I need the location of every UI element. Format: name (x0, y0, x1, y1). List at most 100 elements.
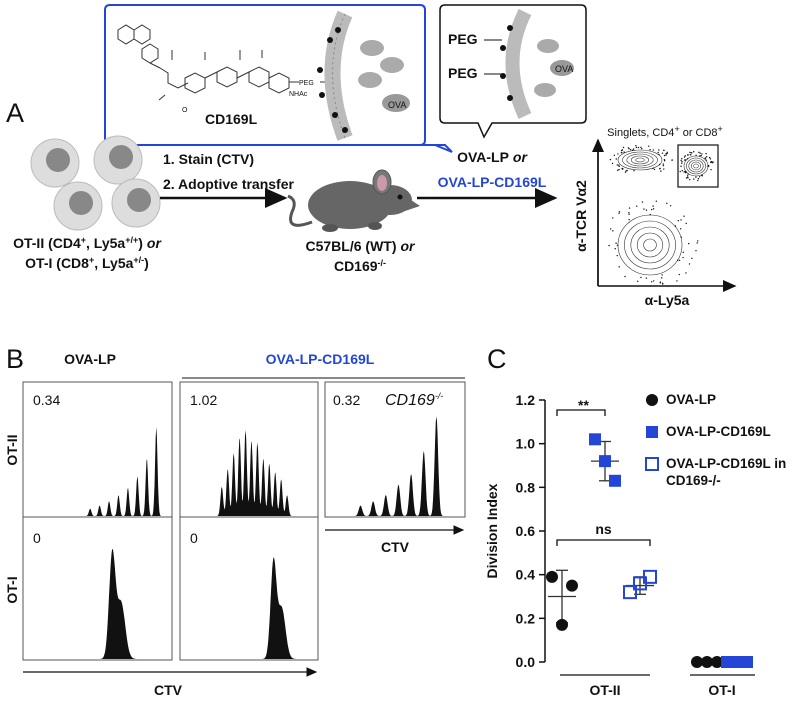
legend-label: OVA-LP-CD169L in CD169-/- (666, 456, 787, 488)
event (682, 256, 684, 259)
event (622, 146, 625, 149)
legend-label: OVA-LP-CD169L (666, 424, 771, 439)
contour (635, 157, 645, 163)
event (663, 168, 665, 170)
event (689, 151, 691, 154)
ctv-label: CTV (381, 539, 410, 555)
event (637, 146, 640, 149)
event (699, 155, 701, 157)
event (700, 154, 702, 157)
contour (686, 157, 706, 175)
chem-peg: PEG (299, 80, 314, 87)
histogram (24, 426, 171, 516)
event (683, 156, 686, 158)
event (683, 215, 685, 217)
event (653, 168, 656, 171)
event (701, 174, 703, 177)
event (663, 149, 665, 152)
data-point (731, 656, 743, 668)
division-index: 1.02 (190, 392, 217, 408)
event (609, 228, 612, 230)
column-header: OVA-LP (64, 351, 116, 367)
event (682, 251, 684, 254)
event (635, 146, 638, 149)
data-point (589, 433, 601, 446)
event (658, 149, 660, 151)
event (661, 274, 663, 276)
significance-bracket (556, 539, 651, 546)
event (629, 148, 632, 151)
histogram (181, 557, 317, 659)
event (616, 164, 618, 166)
event (652, 205, 654, 207)
event (693, 178, 695, 180)
event (684, 170, 686, 173)
legend-entry: OVA-LP (666, 392, 716, 407)
step: 1. Stain (CTV) (163, 151, 254, 167)
event (680, 219, 682, 221)
event (628, 148, 630, 150)
contour (626, 153, 654, 167)
event (705, 156, 708, 158)
event (666, 152, 668, 155)
panel-letter: B (6, 344, 24, 374)
histogram-frame (324, 381, 466, 518)
mouse (287, 169, 420, 232)
liposome-label-cd169l: OVA-LP-CD169L (438, 174, 547, 190)
event (612, 217, 614, 219)
event (659, 167, 661, 170)
t-cells (30, 135, 161, 231)
event (681, 170, 683, 172)
liposome (317, 10, 410, 141)
y-axis-label: Division Index (484, 483, 500, 578)
event (613, 154, 616, 157)
ova-label: OVA (388, 100, 406, 110)
contour (636, 232, 664, 258)
event (679, 228, 682, 230)
event (665, 154, 667, 156)
peg-label: PEG (448, 65, 478, 81)
event (616, 254, 618, 257)
data-point (556, 618, 568, 631)
event (691, 257, 693, 260)
event (618, 164, 620, 166)
event (705, 159, 707, 161)
event (628, 218, 630, 221)
ctv-label: CTV (154, 682, 183, 698)
event (685, 171, 688, 173)
event (698, 151, 700, 154)
mouse-label: CD169-/- (334, 258, 386, 274)
event (697, 240, 699, 242)
mouse-label: C57BL/6 (WT) or (306, 238, 417, 254)
histogram-frame (179, 516, 319, 661)
column-header: OVA-LP-CD169L (266, 351, 375, 367)
event (618, 168, 620, 171)
cd169l-label: CD169L (205, 111, 258, 127)
data-point (646, 426, 658, 438)
event (645, 277, 648, 279)
division-index: 0 (33, 530, 41, 546)
event (661, 282, 664, 285)
chem-nhac: NHAc (289, 91, 308, 98)
event (618, 211, 621, 213)
event (652, 167, 654, 170)
histogram (181, 430, 317, 516)
contour (690, 161, 702, 171)
data-point (691, 656, 703, 668)
event (624, 171, 627, 173)
data-point (623, 585, 637, 600)
event (688, 263, 691, 265)
knockout-label: CD169-/- (385, 391, 443, 409)
event (615, 158, 617, 160)
division-index: 0 (190, 530, 198, 546)
event (690, 154, 692, 156)
event (652, 208, 655, 210)
event (657, 151, 659, 154)
event (628, 207, 631, 209)
contour (617, 214, 683, 276)
data-point (645, 457, 659, 471)
contour (617, 149, 663, 171)
event (618, 266, 620, 268)
event (710, 168, 712, 171)
event (661, 152, 664, 154)
